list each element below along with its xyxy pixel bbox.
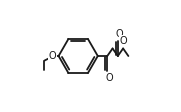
Text: O: O — [49, 51, 56, 61]
Text: O: O — [119, 36, 127, 46]
Text: O: O — [105, 73, 113, 83]
Text: O: O — [116, 29, 123, 39]
